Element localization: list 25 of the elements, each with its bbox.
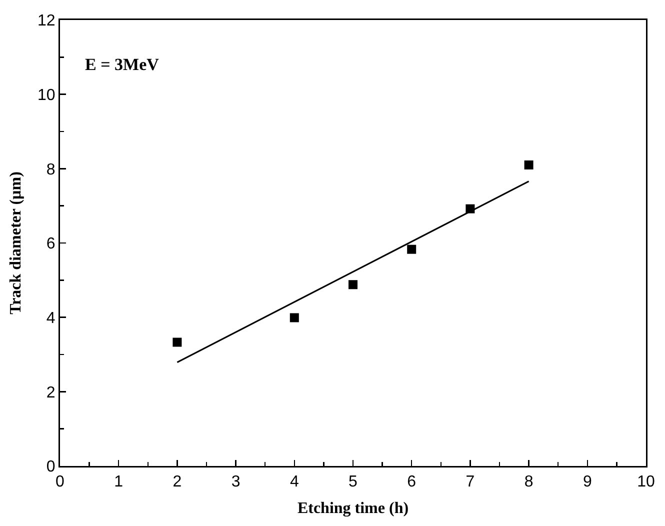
y-tick-label: 4 bbox=[46, 310, 56, 327]
y-tick-label: 10 bbox=[38, 86, 56, 104]
y-axis-title: Track diameter (µm) bbox=[8, 172, 25, 314]
point bbox=[348, 280, 358, 290]
y-tick-label: 6 bbox=[46, 236, 56, 253]
point bbox=[524, 160, 534, 170]
y-tick-label: 2 bbox=[46, 384, 56, 402]
x-tick-label: 3 bbox=[231, 474, 240, 491]
x-axis-title: Etching time (h) bbox=[297, 500, 409, 518]
x-tick-label: 8 bbox=[524, 474, 534, 491]
annotation: E = 3MeV bbox=[85, 55, 160, 74]
x-tick-label: 10 bbox=[637, 474, 655, 491]
y-tick-label: 0 bbox=[46, 458, 56, 476]
point bbox=[290, 313, 299, 322]
point bbox=[407, 244, 416, 254]
x-tick-label: 2 bbox=[172, 474, 182, 491]
x-tick-label: 4 bbox=[290, 474, 299, 491]
x-tick-label: 9 bbox=[582, 474, 592, 491]
y-tick-label: 12 bbox=[38, 12, 56, 30]
x-tick-label: 7 bbox=[466, 474, 475, 491]
y-tick-label: 8 bbox=[46, 161, 56, 178]
x-tick-label: 6 bbox=[407, 474, 416, 491]
x-tick-label: 5 bbox=[348, 474, 358, 491]
point bbox=[172, 338, 182, 347]
x-tick-label: 1 bbox=[114, 474, 124, 491]
